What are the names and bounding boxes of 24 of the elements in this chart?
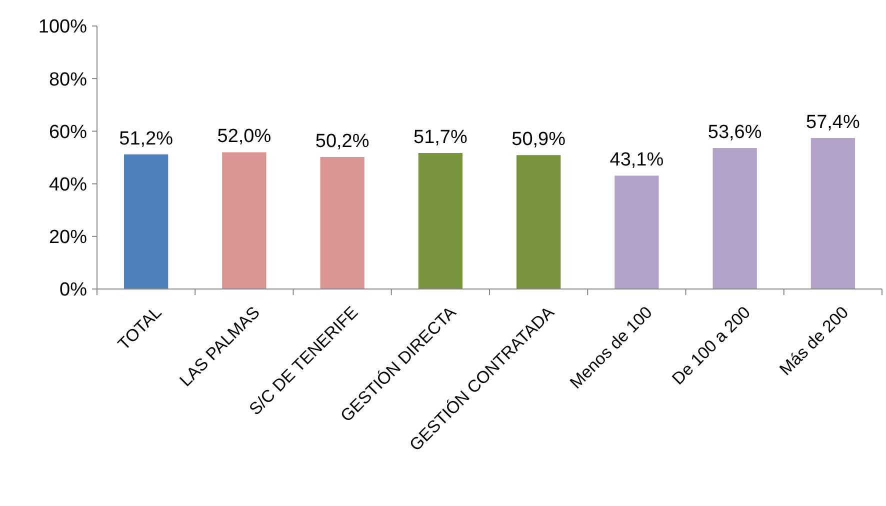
x-tick-label: Más de 200	[776, 302, 852, 380]
x-tick-label: De 100 a 200	[668, 302, 754, 388]
bar	[516, 155, 561, 289]
y-tick-label: 20%	[48, 227, 88, 248]
bar	[418, 153, 463, 289]
y-tick-label: 100%	[38, 16, 88, 38]
data-label: 51,2%	[119, 128, 174, 150]
bar	[124, 154, 168, 289]
data-label: 43,1%	[610, 150, 664, 171]
y-tick-label: 60%	[48, 122, 88, 143]
bar	[222, 152, 266, 289]
bar	[320, 156, 364, 289]
data-label: 50,9%	[512, 129, 566, 150]
data-label: 51,7%	[414, 127, 468, 148]
data-label: 50,2%	[315, 130, 370, 152]
bar	[810, 138, 856, 289]
y-tick-label: 80%	[48, 69, 88, 90]
y-tick-label: 40%	[48, 174, 88, 196]
data-label: 57,4%	[806, 112, 860, 134]
y-tick-label: 0%	[60, 280, 88, 301]
data-label: 53,6%	[708, 122, 762, 144]
bar	[712, 148, 757, 289]
data-label: 52,0%	[217, 126, 272, 148]
bar	[614, 176, 659, 289]
